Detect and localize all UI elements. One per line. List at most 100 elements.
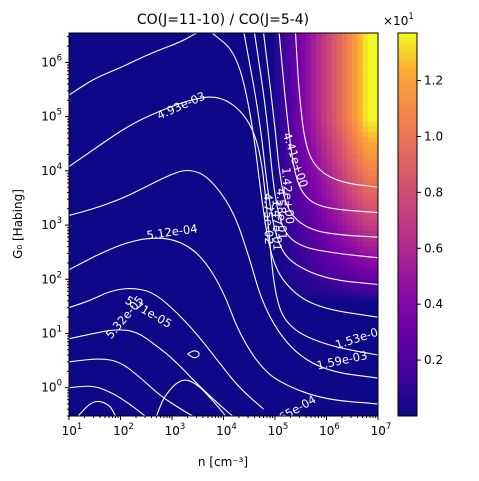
heatmap-cell — [326, 235, 333, 242]
heatmap-cell — [285, 279, 292, 286]
heatmap-cell — [321, 131, 328, 138]
heatmap-cell — [295, 273, 302, 280]
heatmap-cell — [352, 60, 358, 67]
heatmap-cell — [300, 54, 307, 61]
heatmap-cell — [300, 76, 307, 83]
heatmap-cell — [352, 180, 358, 187]
heatmap-cell — [311, 153, 317, 160]
heatmap-cell — [305, 180, 312, 187]
heatmap-cell — [367, 93, 374, 100]
heatmap-cell — [290, 197, 297, 204]
heatmap-cell — [362, 131, 369, 138]
heatmap-cell — [357, 98, 364, 105]
heatmap-cell — [331, 202, 338, 209]
heatmap-cell — [341, 109, 348, 116]
heatmap-cell — [285, 219, 292, 226]
heatmap-cell — [367, 60, 374, 67]
heatmap-cell — [280, 60, 286, 67]
heatmap-cell — [300, 49, 307, 56]
heatmap-cell — [321, 175, 328, 182]
heatmap-cell — [311, 142, 317, 149]
heatmap-cell — [352, 54, 358, 61]
heatmap-cell — [311, 115, 317, 122]
heatmap-cell — [316, 284, 322, 291]
heatmap-cell — [290, 98, 297, 105]
colorbar-gradient — [398, 33, 417, 416]
heatmap-cell — [347, 268, 353, 275]
heatmap-cell — [362, 93, 369, 100]
heatmap-cell — [285, 82, 292, 89]
heatmap-cell — [275, 164, 281, 171]
heatmap-cell — [367, 142, 374, 149]
heatmap-cell — [352, 147, 358, 154]
contour-line — [243, 33, 378, 286]
heatmap-cell — [321, 43, 328, 51]
heatmap-cell — [326, 87, 333, 94]
heatmap-cell — [367, 98, 374, 105]
heatmap-cell — [280, 158, 286, 165]
heatmap-cell — [316, 87, 322, 94]
heatmap-cell — [367, 65, 374, 72]
heatmap-cell — [290, 65, 297, 72]
heatmap-cell — [275, 169, 281, 176]
heatmap-cell — [321, 208, 328, 215]
heatmap-cell — [326, 115, 333, 122]
heatmap-cell — [357, 224, 364, 231]
heatmap-cell — [305, 60, 312, 67]
heatmap-cell — [290, 191, 297, 198]
heatmap-cell — [311, 98, 317, 105]
heatmap-cell — [316, 136, 322, 144]
heatmap-cell — [321, 153, 328, 160]
heatmap-cell — [311, 208, 317, 215]
heatmap-cell — [367, 54, 374, 61]
heatmap-cell — [341, 268, 348, 275]
heatmap-cell — [311, 229, 317, 237]
heatmap-cell — [275, 33, 281, 40]
colorbar-multiplier: ×101 — [383, 12, 414, 28]
heatmap-cell — [331, 197, 338, 204]
heatmap-cell — [367, 76, 374, 83]
heatmap-cell — [372, 235, 378, 242]
heatmap-cell — [336, 279, 343, 286]
heatmap-cell — [311, 213, 317, 220]
colorbar: 0.2 0.4 0.6 0.8 1.0 1.2 ×101 — [383, 12, 443, 417]
contour-line — [69, 358, 193, 416]
heatmap-cell — [357, 251, 364, 258]
heatmap-cell — [352, 213, 358, 220]
x-tick-label-base: 10 — [62, 424, 77, 438]
heatmap-cell — [362, 115, 369, 122]
heatmap-cell — [280, 93, 286, 100]
heatmap-cell — [331, 224, 338, 231]
heatmap-cell — [352, 142, 358, 149]
heatmap-cell — [316, 268, 322, 275]
heatmap-cell — [316, 109, 322, 116]
heatmap-cell — [357, 71, 364, 78]
heatmap-cell — [295, 65, 302, 72]
heatmap-cell — [341, 158, 348, 165]
heatmap-cell — [300, 109, 307, 116]
heatmap-cell — [285, 109, 292, 116]
heatmap-cell — [316, 71, 322, 78]
heatmap-cell — [362, 33, 369, 40]
heatmap-cell — [305, 43, 312, 51]
heatmap-cell — [280, 208, 286, 215]
heatmap-cell — [300, 191, 307, 198]
heatmap-cell — [280, 169, 286, 176]
heatmap-cell — [300, 115, 307, 122]
y-tick-label-base: 10 — [41, 326, 56, 340]
x-tick-label-base: 10 — [113, 424, 128, 438]
y-tick-label-exp: 5 — [57, 108, 62, 118]
heatmap-cell — [347, 98, 353, 105]
heatmap-cell — [352, 229, 358, 237]
heatmap-cell — [290, 33, 297, 40]
heatmap-cell — [275, 246, 281, 253]
heatmap-cell — [367, 191, 374, 198]
heatmap-cell — [372, 109, 378, 116]
heatmap-cell — [321, 115, 328, 122]
heatmap-cell — [300, 257, 307, 264]
heatmap-cell — [326, 284, 333, 291]
heatmap-cell — [321, 191, 328, 198]
heatmap-cell — [300, 71, 307, 78]
heatmap-cell — [316, 104, 322, 111]
heatmap-cell — [336, 115, 343, 122]
